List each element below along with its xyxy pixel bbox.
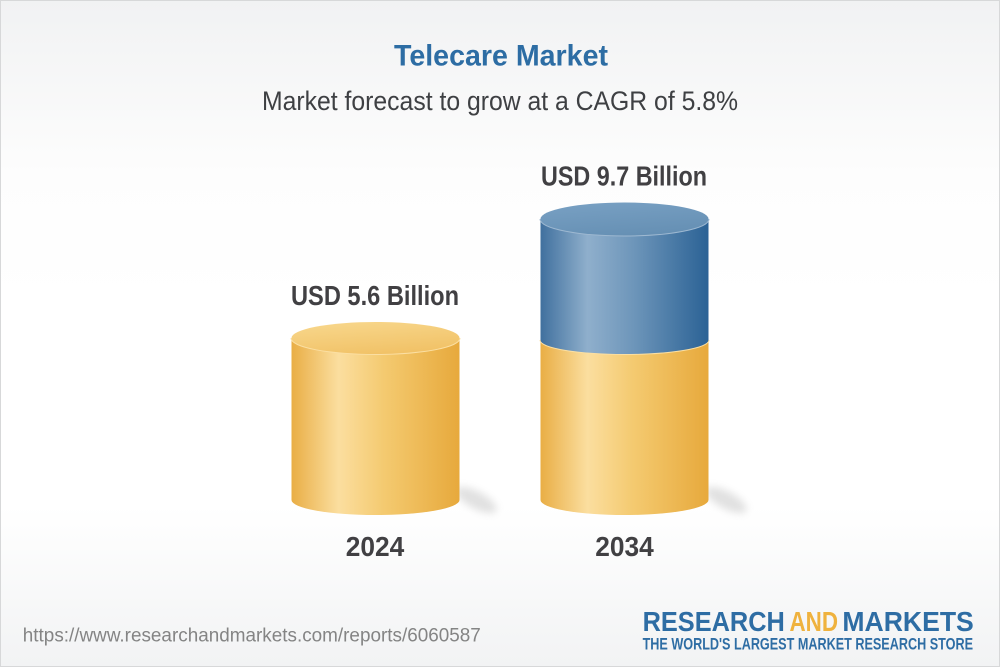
svg-text:MARKETS: MARKETS bbox=[842, 606, 973, 637]
svg-text:USD 5.6 Billion: USD 5.6 Billion bbox=[291, 280, 459, 311]
svg-text:USD 9.7 Billion: USD 9.7 Billion bbox=[541, 161, 707, 192]
svg-text:Market forecast to grow at a C: Market forecast to grow at a CAGR of 5.8… bbox=[262, 86, 738, 116]
svg-text:RESEARCH: RESEARCH bbox=[643, 606, 785, 637]
svg-text:2024: 2024 bbox=[346, 531, 405, 562]
svg-text:2034: 2034 bbox=[595, 531, 654, 562]
svg-text:Telecare Market: Telecare Market bbox=[394, 40, 608, 73]
svg-text:AND: AND bbox=[790, 606, 839, 637]
svg-text:THE WORLD'S LARGEST MARKET RES: THE WORLD'S LARGEST MARKET RESEARCH STOR… bbox=[643, 635, 973, 654]
svg-text:https://www.researchandmarkets: https://www.researchandmarkets.com/repor… bbox=[23, 626, 481, 647]
